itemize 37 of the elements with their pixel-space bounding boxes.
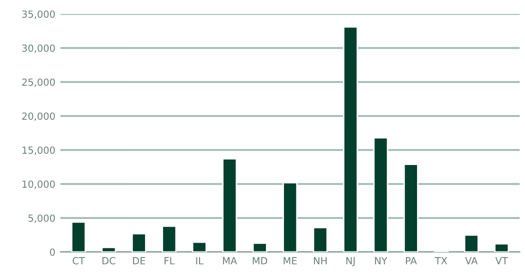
x-tick-label: NJ [346, 257, 355, 266]
bar [282, 182, 298, 252]
y-tick-label: 0 [50, 248, 55, 256]
bar [343, 26, 358, 252]
x-tick-label: IL [196, 257, 204, 264]
bar [192, 241, 207, 252]
bar [494, 243, 510, 252]
x-tick-label: ME [284, 257, 297, 264]
x-tick-label: VA [465, 257, 478, 264]
y-tick-label: 35,000 [22, 10, 55, 19]
x-tick-label: NH [314, 257, 327, 264]
bar [464, 234, 479, 252]
bar [101, 246, 116, 252]
x-tick-label: VT [495, 257, 508, 264]
x-tick-label: TX [434, 257, 448, 264]
bar [403, 164, 418, 252]
y-tick-label: 15,000 [22, 146, 55, 155]
bar [312, 226, 328, 252]
x-tick-label: NY [375, 257, 388, 264]
x-tick-label: DC [102, 257, 116, 264]
bar [131, 232, 146, 252]
y-tick-label: 25,000 [22, 78, 55, 87]
x-tick-label: MD [252, 257, 268, 264]
bar [71, 221, 86, 252]
x-tick-label: CT [72, 257, 85, 264]
bar [252, 242, 268, 252]
x-tick-label: FL [164, 257, 175, 264]
x-tick-label: PA [406, 257, 417, 264]
x-tick-label: DE [133, 257, 146, 264]
bar [373, 137, 388, 252]
y-tick-label: 30,000 [22, 44, 55, 53]
y-tick-label: 10,000 [22, 180, 55, 189]
y-tick-label: 20,000 [22, 112, 55, 121]
bar [222, 158, 238, 252]
x-tick-label: MA [223, 257, 238, 264]
y-tick-label: 5,000 [28, 214, 55, 223]
bar [162, 225, 177, 252]
